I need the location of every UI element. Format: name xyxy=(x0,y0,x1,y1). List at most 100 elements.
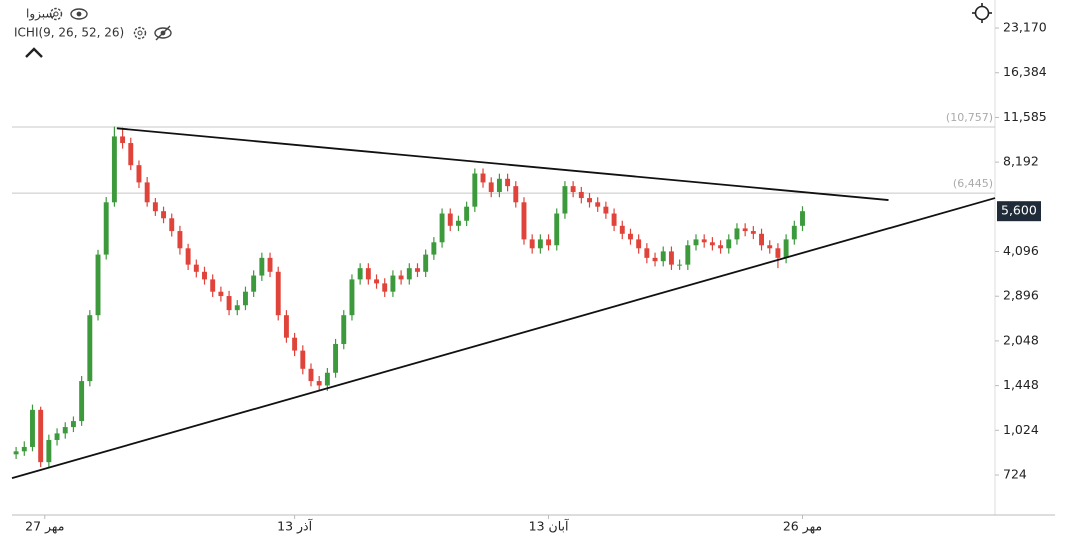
candle-body xyxy=(300,350,306,369)
candle-body xyxy=(62,427,68,434)
candle-body xyxy=(611,213,617,226)
candle-body xyxy=(193,264,199,272)
candle-body xyxy=(431,242,437,255)
candle-body xyxy=(21,446,27,452)
candle-body xyxy=(243,291,248,306)
candle-body xyxy=(652,257,658,262)
candle-body xyxy=(537,239,543,249)
y-tick-label: 16,384 xyxy=(1003,64,1047,79)
candle-body xyxy=(742,228,748,232)
candle-body xyxy=(251,275,257,292)
candle-body xyxy=(365,268,371,280)
candle-body xyxy=(324,372,330,386)
candle-body xyxy=(54,433,60,440)
y-tick-label: 2,048 xyxy=(1003,332,1039,347)
candle-body xyxy=(185,248,191,265)
candle-body xyxy=(341,315,347,344)
candle-body xyxy=(693,239,699,246)
last-price-label: 5,600 xyxy=(1001,203,1037,218)
candle-body xyxy=(308,368,314,382)
candle-body xyxy=(447,213,453,226)
y-tick-label: 11,585 xyxy=(1003,109,1047,124)
candle-body xyxy=(349,279,355,316)
candle-body xyxy=(685,245,691,265)
candle-body xyxy=(800,211,805,226)
candle-body xyxy=(406,268,412,280)
candle-body xyxy=(759,233,764,246)
trendline xyxy=(11,197,996,479)
candle-body xyxy=(455,220,461,226)
settings-icon[interactable] xyxy=(49,7,63,21)
y-tick-label: 23,170 xyxy=(1003,20,1047,35)
candle-body xyxy=(226,296,232,311)
candle-body xyxy=(374,279,379,284)
indicator-label: ICHI(9, 26, 52, 26) xyxy=(14,26,124,40)
candle-body xyxy=(783,239,789,258)
candle-body xyxy=(767,245,773,249)
candle-body xyxy=(267,257,273,272)
candle-body xyxy=(668,251,674,265)
x-tick-label: 27 مهر xyxy=(25,519,64,535)
candle-body xyxy=(636,239,642,249)
collapse-button[interactable] xyxy=(25,47,43,58)
y-tick-label: 724 xyxy=(1003,467,1027,482)
candle-body xyxy=(480,173,486,183)
candle-body xyxy=(70,421,76,428)
candle-body xyxy=(30,409,35,447)
candle-body xyxy=(111,136,117,203)
candle-body xyxy=(390,275,396,292)
candle-body xyxy=(202,271,207,280)
candle-body xyxy=(46,439,52,463)
candle-body xyxy=(570,186,576,192)
candle-body xyxy=(128,143,134,166)
y-tick-label: 2,896 xyxy=(1003,288,1039,303)
candle-body xyxy=(234,305,240,311)
candle-body xyxy=(587,198,592,203)
y-tick-label: 4,096 xyxy=(1003,243,1039,258)
candle-body xyxy=(87,315,93,382)
crosshair-icon[interactable] xyxy=(972,3,992,23)
hide-icon[interactable] xyxy=(154,25,172,41)
candle-body xyxy=(259,257,265,276)
candle-body xyxy=(595,202,601,207)
candle-body xyxy=(505,178,511,187)
last-price-box xyxy=(997,201,1041,222)
candle-body xyxy=(120,136,126,144)
candle-body xyxy=(152,202,158,212)
candle-body xyxy=(496,178,502,192)
candle-body xyxy=(398,275,404,280)
candle-body xyxy=(177,231,183,249)
candle-body xyxy=(775,248,781,258)
y-tick-label: 1,448 xyxy=(1003,377,1039,392)
candle-body xyxy=(701,239,707,243)
candle-body xyxy=(439,213,445,243)
eye-icon[interactable] xyxy=(70,8,88,20)
candle-body xyxy=(578,191,584,199)
candle-body xyxy=(292,337,298,351)
indicator-settings-icon[interactable] xyxy=(133,26,147,40)
candle-body xyxy=(103,202,109,255)
candle-body xyxy=(726,239,732,249)
trendline xyxy=(116,127,889,201)
candle-body xyxy=(562,186,568,214)
candle-body xyxy=(415,268,420,272)
candle-body xyxy=(628,233,633,240)
candle-body xyxy=(464,206,470,221)
candle-body xyxy=(144,182,150,203)
candle-body xyxy=(210,279,216,292)
candle-body xyxy=(357,268,363,280)
candle-body xyxy=(13,451,19,455)
candle-body xyxy=(644,248,650,258)
candle-body xyxy=(554,213,560,246)
candle-body xyxy=(161,211,167,219)
candle-body xyxy=(718,245,724,249)
price-line-label: (10,757) xyxy=(946,111,993,124)
candle-body xyxy=(38,409,44,463)
x-tick-label: 26 مهر xyxy=(783,519,822,535)
x-tick-label: 13 آبان xyxy=(529,519,569,534)
candle-body xyxy=(677,264,683,266)
y-tick-label: 8,192 xyxy=(1003,154,1039,169)
candle-body xyxy=(521,202,527,240)
